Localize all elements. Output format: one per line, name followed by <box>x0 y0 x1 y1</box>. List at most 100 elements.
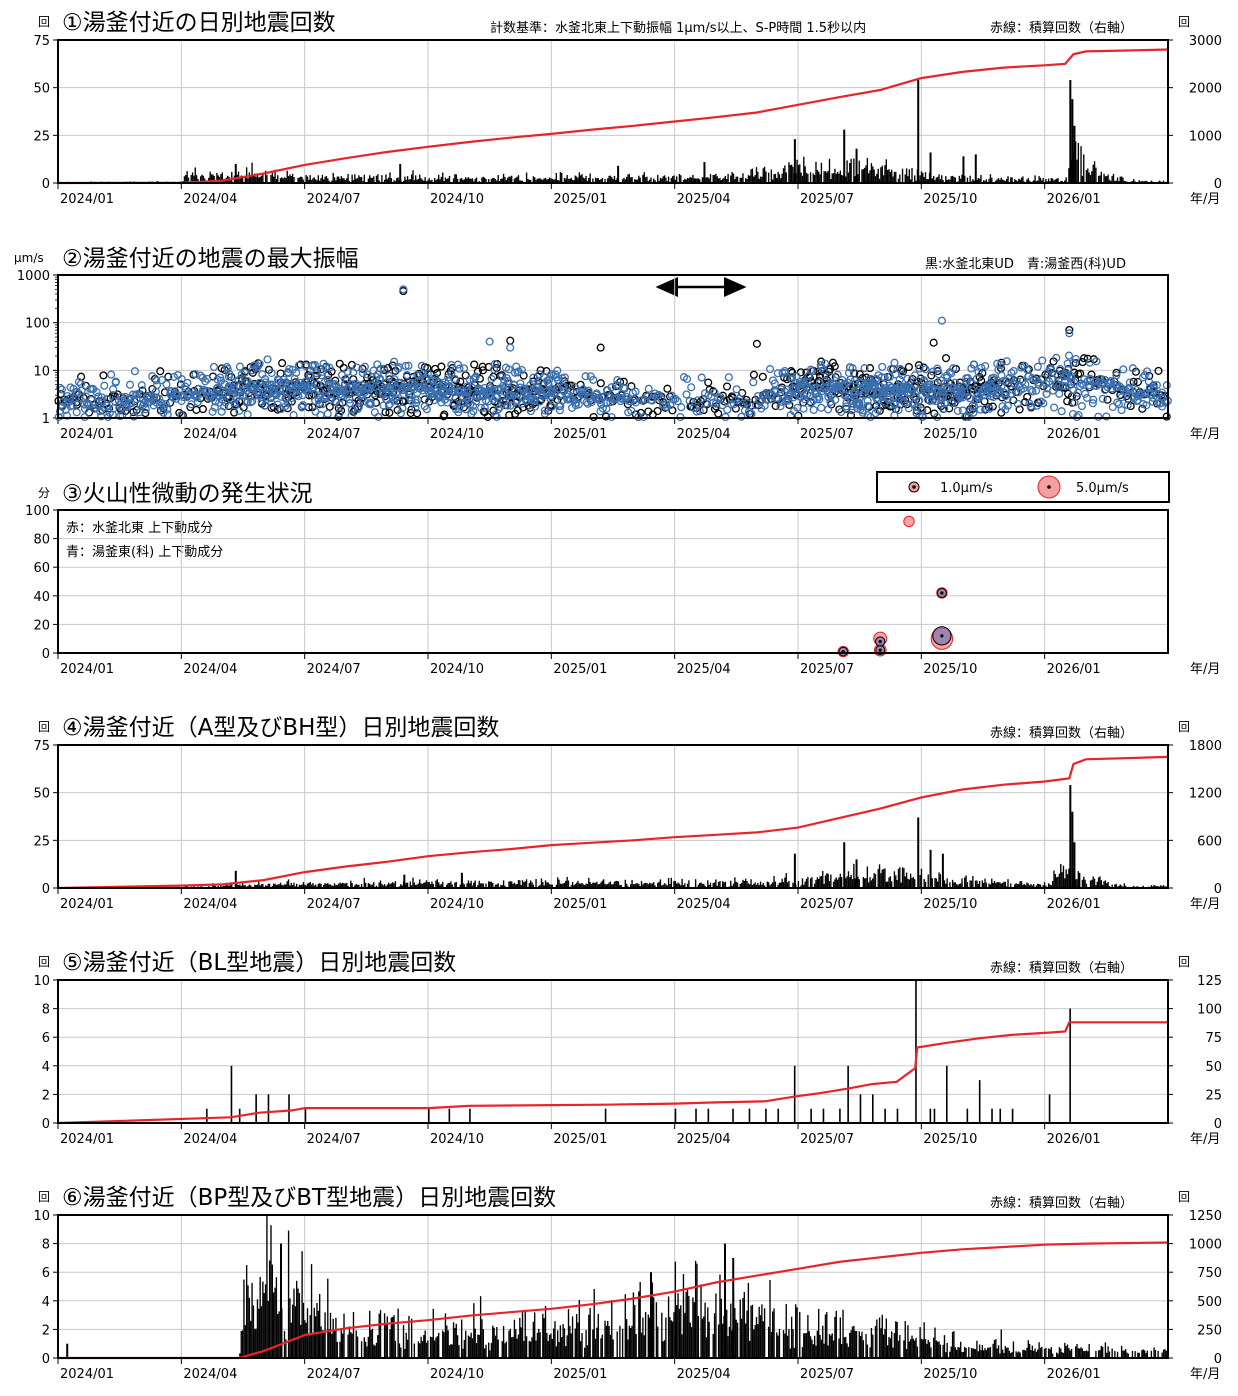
p1-bar <box>707 177 709 183</box>
p1-bar <box>309 175 311 183</box>
p4-bar <box>736 882 739 888</box>
p6-bar <box>532 1321 535 1358</box>
p4-bar <box>882 869 885 888</box>
p4-bar <box>700 882 702 888</box>
p4-bar <box>1033 884 1035 888</box>
p4-bar <box>1050 885 1052 888</box>
p4-bar <box>356 884 359 888</box>
p1-bar <box>431 179 433 183</box>
p2-point <box>213 375 222 384</box>
p5-bar <box>999 1108 1002 1123</box>
p4-bar <box>386 884 388 888</box>
p2-point <box>821 384 830 393</box>
p5-bar <box>304 1108 307 1123</box>
p2-point <box>323 375 332 384</box>
p1-bar <box>1053 180 1055 183</box>
p4-bar <box>620 884 622 888</box>
p1-bar <box>412 170 414 183</box>
p2-point <box>1077 402 1086 411</box>
p6-bar <box>375 1342 378 1358</box>
p2-point <box>1088 399 1097 408</box>
p4-bar <box>908 879 910 888</box>
p6-bar <box>721 1323 724 1358</box>
p1-bar <box>813 175 816 183</box>
p4-bar <box>1045 885 1047 888</box>
p4-bar <box>681 878 683 888</box>
p6-bar <box>460 1319 463 1358</box>
p1-bar <box>193 175 195 183</box>
p2-point <box>211 397 220 406</box>
p1-bar <box>557 180 559 183</box>
p6-bar <box>872 1334 874 1358</box>
p1-bar <box>835 173 837 183</box>
p4-bar <box>715 879 717 888</box>
p6-bar <box>557 1330 559 1358</box>
p2-point <box>1052 353 1061 362</box>
p1-bar <box>359 177 361 183</box>
p3-xtick-label: 2024/01 <box>60 662 114 677</box>
p6-bar <box>669 1317 671 1358</box>
p2-point <box>616 393 625 403</box>
p2-point <box>192 405 201 414</box>
p6-bar <box>520 1327 522 1358</box>
p1-bar <box>753 176 755 183</box>
p6-bar <box>314 1316 317 1358</box>
p6-bar <box>1035 1351 1038 1358</box>
p1-bar <box>490 178 493 183</box>
p4-bar <box>1037 883 1039 888</box>
p4-bar <box>899 867 901 888</box>
p6-bar <box>444 1313 447 1358</box>
p6-bar <box>751 1304 754 1358</box>
p1-bar <box>950 176 952 183</box>
p1-bar <box>803 156 805 183</box>
p6-bar <box>1162 1349 1165 1358</box>
p4-bar <box>563 882 566 888</box>
p6-bar <box>505 1341 507 1358</box>
p4-bar <box>551 884 553 888</box>
p4-bar <box>500 884 502 888</box>
p4-bar <box>609 881 612 888</box>
p2-point <box>422 405 431 414</box>
p4-bars <box>63 785 1169 888</box>
p4-bar <box>607 884 609 888</box>
p1-bar <box>680 175 682 183</box>
p3-xtick-label: 2024/07 <box>307 662 361 677</box>
p4-bar <box>992 882 994 888</box>
p6-bar <box>431 1337 433 1358</box>
p4-bar <box>570 885 572 888</box>
p6-bar <box>1120 1345 1123 1358</box>
p4-bar <box>616 880 618 888</box>
p6-bar <box>813 1335 816 1358</box>
p4-bar <box>647 884 649 888</box>
p6-bar <box>743 1291 745 1358</box>
p4-bar <box>267 883 269 888</box>
p2-point <box>323 409 332 418</box>
p2-point <box>249 361 259 370</box>
p1-bar <box>1095 167 1097 183</box>
p6-bar <box>648 1317 651 1358</box>
p6-bar <box>720 1298 722 1358</box>
p6-bar <box>1051 1353 1054 1358</box>
p1-bar <box>471 178 474 183</box>
p1-bar <box>650 177 652 183</box>
p1-bar <box>1122 177 1124 183</box>
p1-bar <box>501 178 503 183</box>
p4-bar <box>310 884 313 888</box>
p1-bar <box>1018 178 1020 183</box>
p4-bar <box>732 883 735 888</box>
p1-bar <box>757 171 759 183</box>
p4-bar <box>608 882 610 888</box>
p1-bar <box>1100 171 1103 183</box>
p4-bar <box>355 883 357 888</box>
p6-bar <box>1124 1349 1127 1358</box>
p4-bar <box>914 879 916 888</box>
p2-point <box>685 397 694 406</box>
p4-bar <box>1069 785 1072 888</box>
p6-bar <box>778 1328 781 1358</box>
p6-bar <box>306 1308 309 1358</box>
p1-bar <box>344 180 347 183</box>
p2-point <box>326 390 335 399</box>
p2-point <box>208 407 217 416</box>
p4-bar <box>919 875 921 888</box>
p1-bar <box>402 180 405 183</box>
